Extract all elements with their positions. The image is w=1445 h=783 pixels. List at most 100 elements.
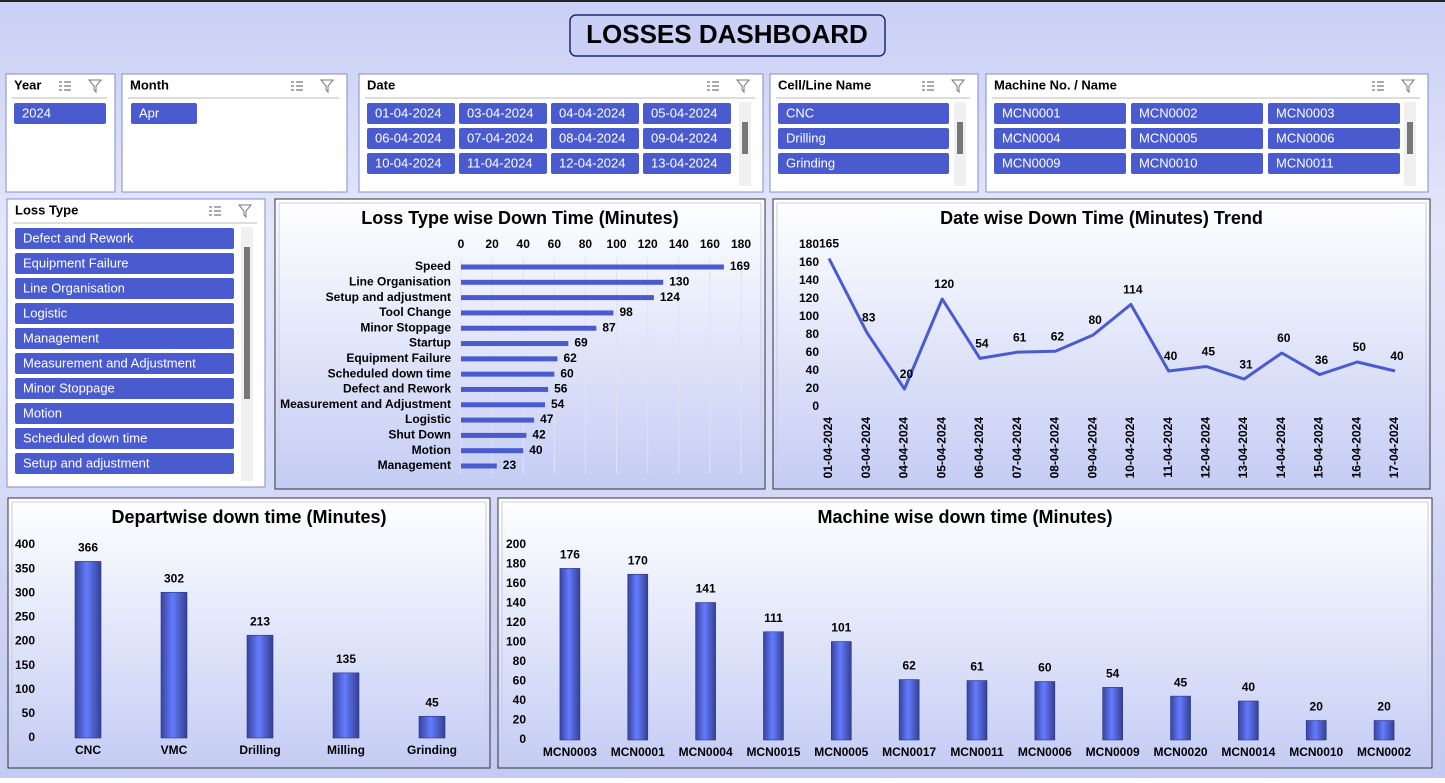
multi-select-icon[interactable] (707, 81, 719, 91)
slicer-item[interactable] (15, 353, 234, 374)
slicer-item[interactable] (551, 128, 639, 149)
bar (461, 295, 654, 301)
clear-filter-icon[interactable] (319, 79, 335, 94)
data-label: 69 (574, 336, 588, 350)
x-tick-label: 80 (579, 237, 593, 251)
x-tick-label: 15-04-2024 (1312, 417, 1326, 479)
slicer-item[interactable] (367, 103, 455, 124)
bar (695, 602, 716, 741)
slicer-item[interactable] (1268, 103, 1400, 124)
slicer-item[interactable] (643, 128, 731, 149)
data-label: 36 (1315, 353, 1329, 367)
x-tick-label: 17-04-2024 (1387, 417, 1401, 479)
slicer-item[interactable] (15, 378, 234, 399)
slicer-item[interactable] (367, 128, 455, 149)
slicer-item-label: MCN0010 (1139, 155, 1198, 170)
slicer-item[interactable] (1131, 153, 1263, 174)
bar (246, 634, 274, 739)
multi-select-icon[interactable] (922, 81, 934, 91)
slicer-item[interactable] (994, 153, 1126, 174)
slicer-item[interactable] (1131, 128, 1263, 149)
slicer-item[interactable] (1268, 128, 1400, 149)
chart-title: Loss Type wise Down Time (Minutes) (361, 208, 678, 228)
slicer-item[interactable] (778, 153, 949, 174)
bar (763, 631, 784, 741)
data-label: 60 (560, 366, 574, 380)
slicer-item[interactable] (778, 128, 949, 149)
slicer-item[interactable] (994, 128, 1126, 149)
slicer-item[interactable] (459, 128, 547, 149)
scroll-thumb[interactable] (244, 247, 250, 399)
slicer-item-label: Apr (139, 105, 160, 120)
data-label: 124 (660, 290, 680, 304)
slicer-item[interactable] (551, 153, 639, 174)
slicer-item-label: 13-04-2024 (651, 155, 718, 170)
data-label: 366 (78, 541, 98, 555)
x-tick-label: 120 (638, 237, 658, 251)
slicer-item[interactable] (367, 153, 455, 174)
scroll-thumb[interactable] (1407, 122, 1413, 154)
slicer-item[interactable] (15, 453, 234, 474)
slicer-item[interactable] (459, 153, 547, 174)
multi-select-icon[interactable] (59, 81, 71, 91)
bar (1034, 681, 1056, 741)
data-label: 62 (1051, 329, 1065, 343)
slicer-item[interactable] (15, 253, 234, 274)
chart-panel (772, 198, 1431, 490)
slicer-item[interactable] (994, 103, 1126, 124)
y-tick-label: 50 (22, 706, 36, 720)
y-tick-label: 350 (15, 561, 35, 575)
slicer-item-label: Grinding (786, 155, 835, 170)
x-tick-label: 0 (458, 237, 465, 251)
x-tick-label: 10-04-2024 (1123, 417, 1137, 479)
slicer-item[interactable] (643, 153, 731, 174)
bar (461, 264, 724, 270)
data-label: 20 (1310, 700, 1324, 714)
slicer-item[interactable] (459, 103, 547, 124)
slicer-item[interactable] (15, 328, 234, 349)
data-label: 40 (1242, 680, 1256, 694)
clear-filter-icon[interactable] (950, 79, 966, 94)
slicer-item[interactable] (15, 303, 234, 324)
slicer-item[interactable] (14, 103, 106, 124)
slicer-item-label: MCN0003 (1276, 105, 1335, 120)
slicer-item[interactable] (643, 103, 731, 124)
slicer-item[interactable] (15, 228, 234, 249)
bar (461, 356, 558, 362)
slicer-panel (121, 73, 348, 193)
chart-inner (776, 202, 1427, 486)
x-tick-label: MCN0020 (1154, 745, 1208, 759)
clear-filter-icon[interactable] (1400, 79, 1416, 94)
multi-select-icon[interactable] (209, 206, 221, 216)
category-label: Tool Change (379, 305, 451, 319)
scroll-thumb[interactable] (957, 122, 963, 154)
slicer-item[interactable] (15, 403, 234, 424)
slicer-item[interactable] (1131, 103, 1263, 124)
slicer-item[interactable] (778, 103, 949, 124)
x-tick-label: 07-04-2024 (1010, 417, 1024, 479)
slicer-item[interactable] (15, 428, 234, 449)
category-label: Speed (415, 259, 451, 273)
clear-filter-icon[interactable] (735, 79, 751, 94)
x-tick-label: 01-04-2024 (821, 417, 835, 479)
clear-filter-icon[interactable] (87, 79, 103, 94)
slicer-item-label: MCN0002 (1139, 105, 1198, 120)
slicer-item-label: 01-04-2024 (375, 105, 442, 120)
multi-select-icon[interactable] (1372, 81, 1384, 91)
bar (1373, 720, 1395, 741)
data-label: 213 (250, 614, 270, 628)
x-tick-label: MCN0014 (1221, 745, 1275, 759)
slicer-item[interactable] (551, 103, 639, 124)
slicer-title: Machine No. / Name (994, 77, 1117, 92)
bar (1305, 720, 1327, 741)
multi-select-icon[interactable] (291, 81, 303, 91)
scroll-thumb[interactable] (742, 122, 748, 154)
bar (461, 402, 545, 408)
x-tick-label: 04-04-2024 (897, 417, 911, 479)
slicer-item[interactable] (131, 103, 197, 124)
bar (898, 679, 920, 741)
slicer-item[interactable] (1268, 153, 1400, 174)
y-tick-label: 250 (15, 610, 35, 624)
slicer-item[interactable] (15, 278, 234, 299)
clear-filter-icon[interactable] (237, 204, 253, 219)
